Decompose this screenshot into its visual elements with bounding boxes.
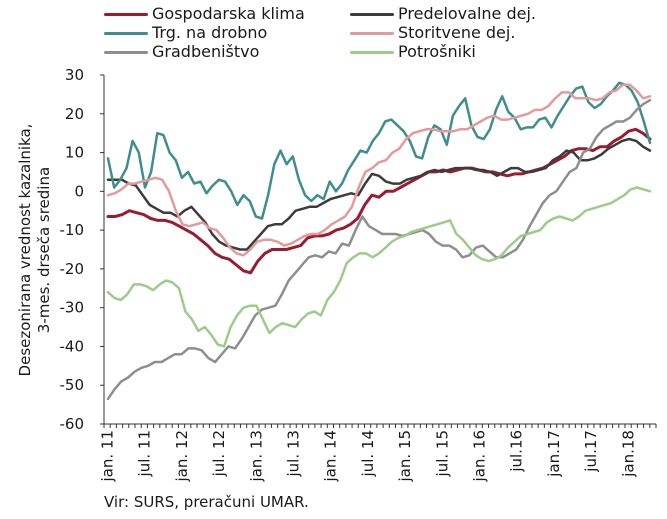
y-tick-label: -20 xyxy=(60,260,85,278)
legend-label: Gospodarska klima xyxy=(152,4,305,23)
x-tick-label: jul.16 xyxy=(508,430,526,473)
series-line-potro-niki xyxy=(106,186,652,348)
legend-swatch xyxy=(350,50,394,54)
legend-label: Gradbeništvo xyxy=(152,42,260,61)
x-tick-label: jul.17 xyxy=(582,430,600,473)
x-tick-label: jul. 14 xyxy=(359,430,377,477)
y-tick-label: 20 xyxy=(65,105,84,123)
x-tick-label: jan. 11 xyxy=(98,430,116,483)
legend-swatch xyxy=(350,12,394,16)
series-line-gospodarska-klima xyxy=(106,127,652,275)
x-tick-label: jan. 13 xyxy=(247,430,265,483)
legend-swatch xyxy=(104,12,148,16)
y-tick-label: -60 xyxy=(60,415,85,433)
legend-item-gospodarska-klima: Gospodarska klima xyxy=(104,4,305,24)
legend-item-gradbenistvo: Gradbeništvo xyxy=(104,42,259,62)
x-tick-label: jan. 12 xyxy=(173,430,191,483)
y-axis-title-line-2: 3-mes. drseča sredina xyxy=(35,166,53,334)
series-line-trg-na-drobno xyxy=(106,81,652,220)
y-tick-label: 30 xyxy=(65,66,84,84)
series-line-gradbeni-tvo xyxy=(106,98,652,401)
y-tick-label: 10 xyxy=(65,144,84,162)
x-tick-label: jul. 11 xyxy=(136,430,154,477)
legend-item-predelovalne-dej: Predelovalne dej. xyxy=(350,4,536,24)
x-tick-label: jan. 16 xyxy=(470,430,488,483)
x-tick-label: jan. 14 xyxy=(322,430,340,483)
legend-item-potrosniki: Potrošniki xyxy=(350,42,476,62)
legend-label: Potrošniki xyxy=(398,42,476,61)
legend-swatch xyxy=(350,31,394,35)
legend-swatch xyxy=(104,50,148,54)
y-axis-title: Desezonirana vrednost kazalnika, 3-mes. … xyxy=(10,75,60,425)
legend-label: Storitvene dej. xyxy=(398,23,516,42)
x-tick-label: jul. 15 xyxy=(433,430,451,477)
axes: 30 20 10 0 -10 -20 -30 -40 -50 -60 jan. 11 jul. 11 j… xyxy=(60,66,657,483)
legend-swatch xyxy=(104,31,148,35)
x-tick-label: jul. 13 xyxy=(284,430,302,477)
plot-lines xyxy=(106,81,652,401)
series-line-predelovalne-dej xyxy=(106,137,652,251)
legend-label: Trg. na drobno xyxy=(152,23,268,42)
legend-item-storitvene-dej: Storitvene dej. xyxy=(350,23,515,43)
legend: Gospodarska klima Trg. na drobno Gradben… xyxy=(0,0,667,70)
x-tick-label: jan.18 xyxy=(619,430,637,478)
x-tick-label: jul. 12 xyxy=(210,430,228,477)
x-tick-label: jan.17 xyxy=(545,430,563,478)
legend-label: Predelovalne dej. xyxy=(398,4,536,23)
x-tick-label: jan. 15 xyxy=(396,430,414,483)
y-tick-label: 0 xyxy=(74,182,84,200)
y-tick-label: -10 xyxy=(60,221,85,239)
y-axis-title-line-1: Desezonirana vrednost kazalnika, xyxy=(16,123,34,377)
y-tick-label: -30 xyxy=(60,299,85,317)
source-note: Vir: SURS, preračuni UMAR. xyxy=(104,493,309,511)
y-tick-label: -40 xyxy=(60,337,85,355)
legend-item-trg-na-drobno: Trg. na drobno xyxy=(104,23,267,43)
y-tick-label: -50 xyxy=(60,376,85,394)
series-line-storitvene-dej xyxy=(106,83,652,257)
